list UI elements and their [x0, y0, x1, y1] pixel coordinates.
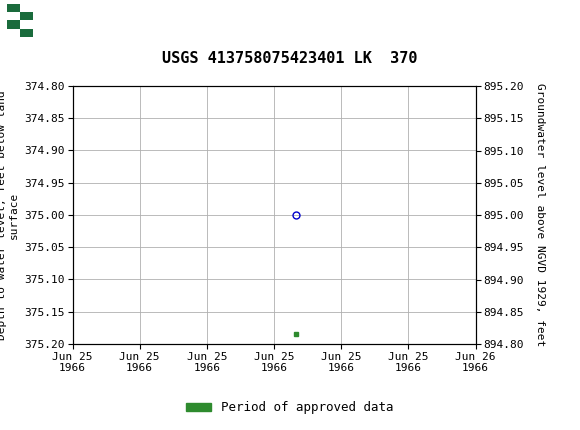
Text: USGS 413758075423401 LK  370: USGS 413758075423401 LK 370 [162, 51, 418, 65]
Legend: Period of approved data: Period of approved data [181, 396, 399, 419]
FancyBboxPatch shape [7, 12, 20, 20]
Y-axis label: Groundwater level above NGVD 1929, feet: Groundwater level above NGVD 1929, feet [535, 83, 545, 347]
FancyBboxPatch shape [7, 4, 33, 37]
FancyBboxPatch shape [20, 4, 33, 12]
FancyBboxPatch shape [7, 28, 20, 37]
Y-axis label: Depth to water level, feet below land
surface: Depth to water level, feet below land su… [0, 90, 19, 340]
FancyBboxPatch shape [20, 20, 33, 28]
Text: USGS: USGS [71, 12, 122, 29]
FancyBboxPatch shape [7, 4, 65, 37]
